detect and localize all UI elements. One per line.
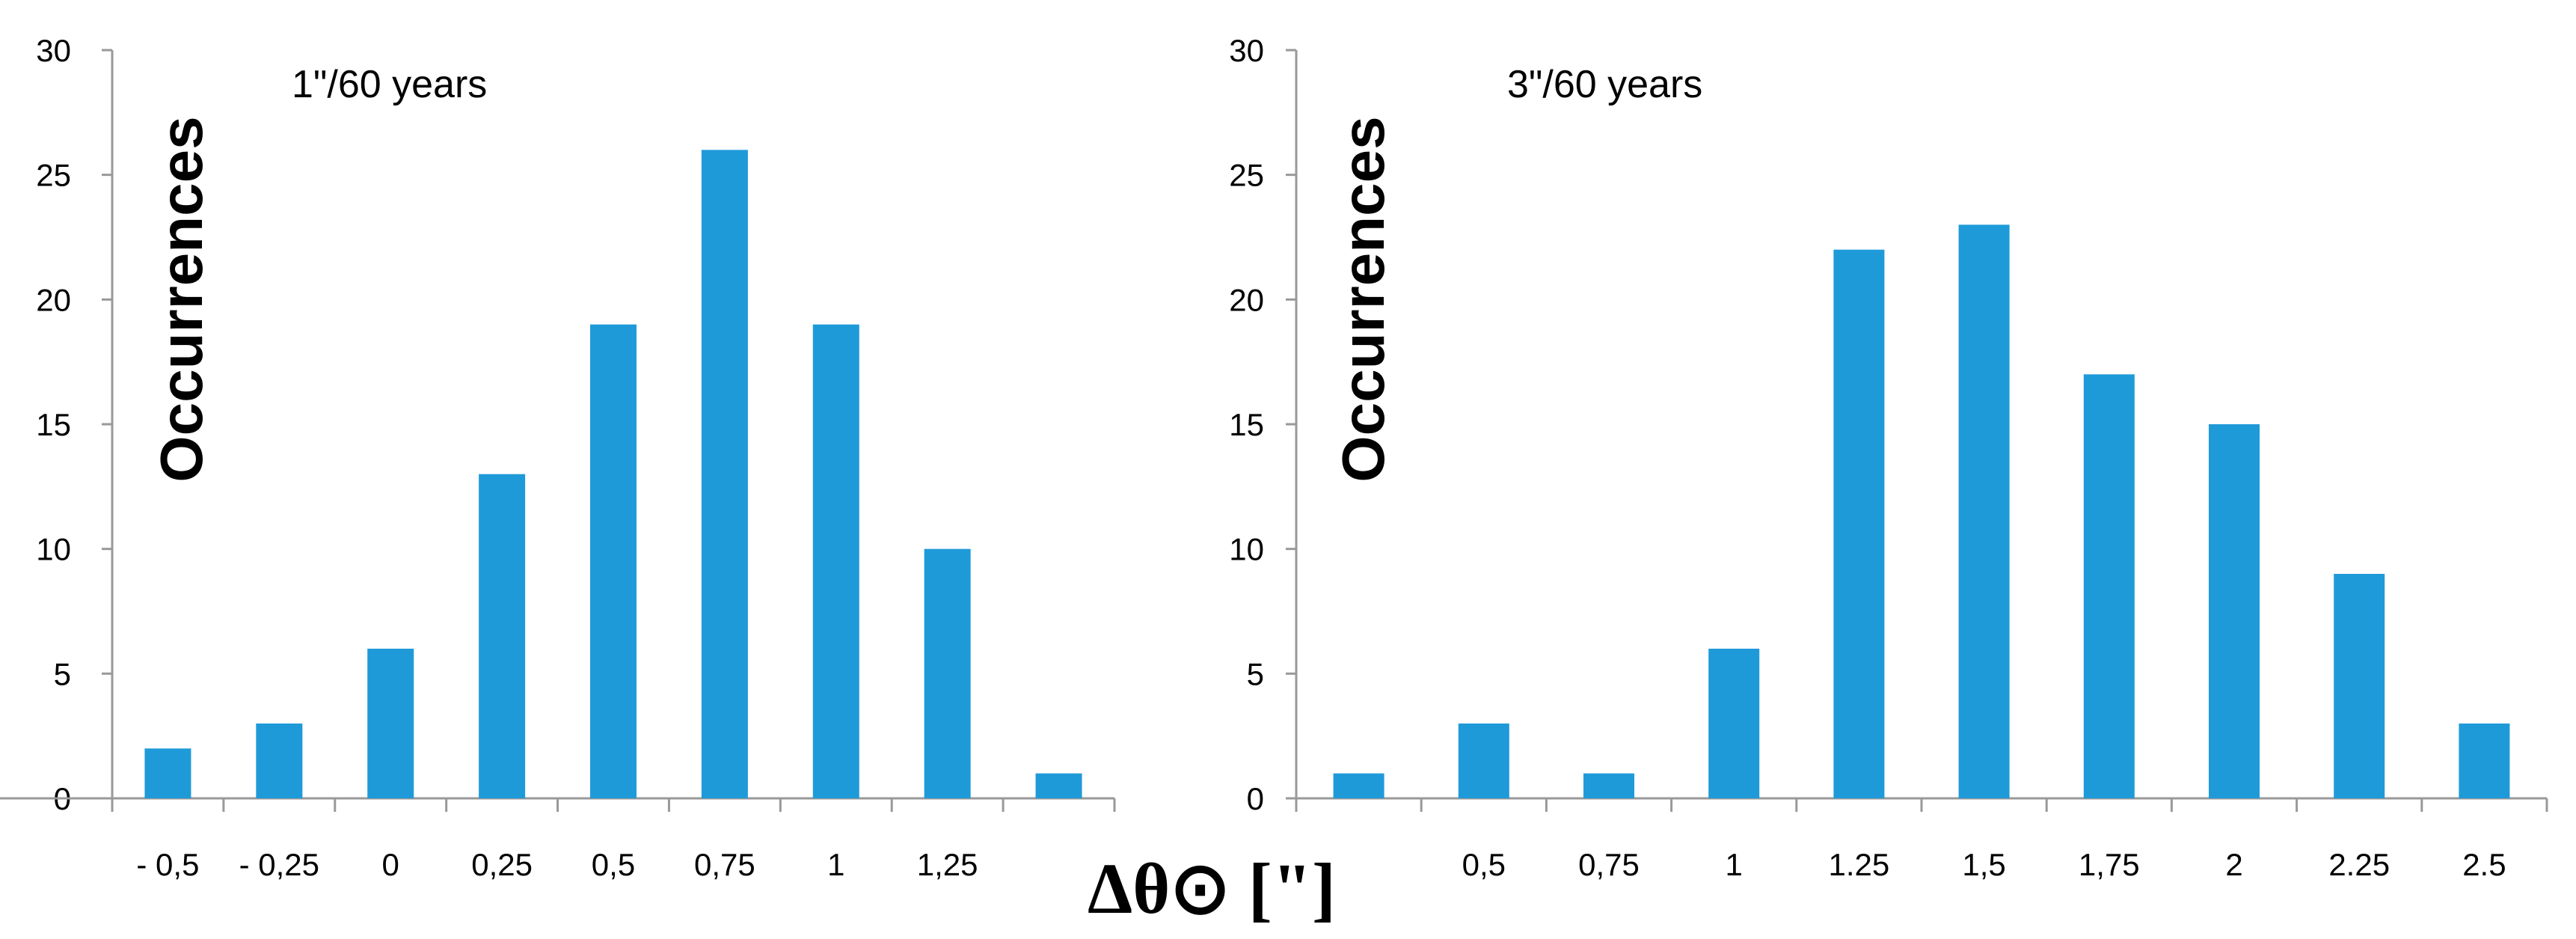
- y-tick-label: 25: [1229, 158, 1264, 193]
- x-tick-label: 0,75: [694, 847, 755, 882]
- histogram-bar: [2334, 574, 2385, 798]
- histogram-bar: [924, 548, 971, 798]
- y-tick-label: 0: [1247, 781, 1264, 816]
- y-tick-label: 15: [36, 407, 71, 442]
- x-tick-label: 1,75: [2079, 847, 2140, 882]
- x-tick-label: 2.5: [2462, 847, 2506, 882]
- histogram-bar: [1333, 773, 1384, 798]
- x-tick-label: 0,5: [592, 847, 635, 882]
- panel-title: 3"/60 years: [1507, 63, 1702, 106]
- y-tick-label: 10: [36, 532, 71, 567]
- histogram-bar: [701, 150, 748, 799]
- right-histogram-panel: 0 5 10 15 20 25 30 0,5 0,75 1 1.25 1,5 1,75 2 2.25 2.5 O…: [1229, 33, 2548, 882]
- x-tick-label: 0,25: [471, 847, 533, 882]
- x-axis-label: Δθ⊙ ["]: [1088, 848, 1336, 929]
- histogram-bar: [590, 324, 637, 799]
- histogram-bar: [144, 748, 191, 798]
- histogram-bar: [1958, 224, 2010, 798]
- y-tick-label: 5: [54, 656, 71, 691]
- x-tick-label: 1: [1726, 847, 1743, 882]
- y-tick-label: 20: [1229, 282, 1264, 317]
- histogram-bar: [2209, 424, 2260, 798]
- x-tick-label: 1: [827, 847, 844, 882]
- x-tick-label: - 0,5: [136, 847, 199, 882]
- x-tick-label: 2: [2225, 847, 2242, 882]
- x-tick-label: 1,25: [917, 847, 978, 882]
- x-tick-label: 1,5: [1962, 847, 2005, 882]
- y-tick-label: 15: [1229, 407, 1264, 442]
- histogram-bar: [1583, 773, 1634, 798]
- histogram-bar: [2083, 374, 2135, 798]
- histogram-bar: [1035, 773, 1082, 798]
- x-tick-label: 0,75: [1578, 847, 1640, 882]
- histogram-bar: [2459, 724, 2510, 798]
- histogram-bar: [1833, 249, 1885, 799]
- histogram-bar: [479, 474, 526, 798]
- y-axis-label: Occurrences: [1330, 116, 1396, 482]
- y-tick-label: 30: [36, 33, 71, 68]
- x-tick-label: 2.25: [2328, 847, 2390, 882]
- histogram-bar: [367, 649, 414, 798]
- y-tick-label: 20: [36, 282, 71, 317]
- y-tick-label: 10: [1229, 532, 1264, 567]
- x-tick-label: 1.25: [1829, 847, 1890, 882]
- y-tick-label: 5: [1247, 656, 1264, 691]
- histogram-bar: [256, 724, 303, 798]
- y-tick-label: 30: [1229, 33, 1264, 68]
- y-axis-label: Occurrences: [148, 116, 215, 482]
- histogram-bar: [1458, 724, 1509, 798]
- panel-title: 1"/60 years: [292, 63, 487, 106]
- x-tick-label: 0: [382, 847, 399, 882]
- y-tick-label: 25: [36, 158, 71, 193]
- x-tick-label: 0,5: [1462, 847, 1506, 882]
- histogram-bar: [1708, 649, 1760, 798]
- x-tick-label: - 0,25: [239, 847, 319, 882]
- histogram-bar: [812, 324, 859, 799]
